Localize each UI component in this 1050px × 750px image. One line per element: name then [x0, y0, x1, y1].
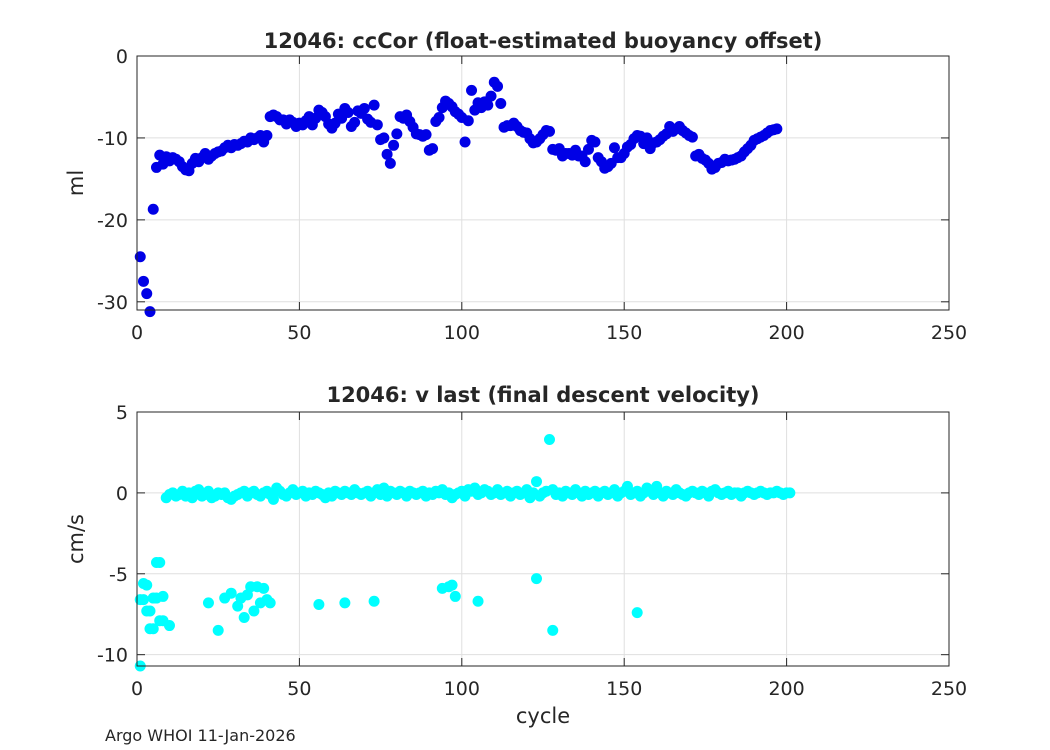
- data-point: [589, 136, 601, 148]
- data-point: [631, 607, 643, 619]
- data-point: [141, 288, 153, 300]
- data-point: [313, 599, 325, 611]
- data-point: [608, 142, 620, 154]
- x-tick-label: 0: [131, 322, 143, 344]
- y-tick-label: -5: [109, 564, 128, 586]
- data-point: [472, 595, 484, 607]
- data-point: [449, 590, 461, 602]
- data-point: [531, 476, 543, 488]
- x-tick-label: 0: [131, 678, 143, 700]
- x-tick-label: 250: [931, 678, 967, 700]
- data-point: [427, 143, 439, 155]
- data-point: [784, 487, 796, 499]
- y-tick-label: -10: [97, 128, 128, 150]
- axes-box: [136, 55, 950, 311]
- data-point: [163, 620, 175, 632]
- data-point: [137, 577, 149, 589]
- data-point: [147, 203, 159, 215]
- x-tick-label: 50: [287, 322, 311, 344]
- footer-credit: Argo WHOI 11-Jan-2026: [105, 726, 296, 745]
- data-point: [771, 123, 783, 135]
- data-point: [147, 592, 159, 604]
- data-point: [686, 131, 698, 143]
- data-point: [358, 102, 370, 114]
- y-axis-label: cm/s: [64, 514, 88, 564]
- data-point: [238, 611, 250, 623]
- data-point: [368, 99, 380, 111]
- data-point: [137, 275, 149, 287]
- data-point: [342, 107, 354, 119]
- x-tick-label: 150: [606, 322, 642, 344]
- data-point: [378, 132, 390, 144]
- data-point: [339, 597, 351, 609]
- x-tick-label: 200: [768, 678, 804, 700]
- x-tick-label: 250: [931, 322, 967, 344]
- data-point: [368, 595, 380, 607]
- x-tick-label: 50: [287, 678, 311, 700]
- data-point: [267, 493, 279, 505]
- data-point: [212, 624, 224, 636]
- data-point: [485, 90, 497, 102]
- data-point: [579, 156, 591, 168]
- data-point: [264, 597, 276, 609]
- data-point: [547, 624, 559, 636]
- chart-title: 12046: ccCor (float-estimated buoyancy o…: [264, 29, 823, 53]
- data-point: [531, 573, 543, 585]
- data-point: [492, 80, 504, 92]
- data-point: [144, 623, 156, 635]
- y-tick-label: -30: [97, 292, 128, 314]
- data-point: [349, 116, 361, 128]
- axes-box: [136, 411, 950, 667]
- data-point: [462, 115, 474, 127]
- x-tick-label: 100: [444, 322, 480, 344]
- ticks: 0 50 100 150 200 250 -30 -20 -10 0: [97, 46, 967, 344]
- y-tick-label: 0: [116, 46, 128, 68]
- data-point: [388, 139, 400, 151]
- y-axis-label: ml: [64, 170, 88, 196]
- data-point: [261, 129, 273, 141]
- data-point: [495, 98, 507, 110]
- data-point: [459, 136, 471, 148]
- data-point: [157, 590, 169, 602]
- data-points: [134, 76, 783, 318]
- data-point: [391, 128, 403, 140]
- chart-title: 12046: v last (final descent velocity): [326, 383, 759, 407]
- data-point: [381, 148, 393, 160]
- data-point: [225, 587, 237, 599]
- y-tick-label: -20: [97, 210, 128, 232]
- data-point: [420, 129, 432, 141]
- data-point: [371, 119, 383, 131]
- data-point: [134, 251, 146, 263]
- data-point: [154, 615, 166, 627]
- data-point: [446, 579, 458, 591]
- data-points: [134, 434, 796, 672]
- data-point: [582, 143, 594, 155]
- plot-area: [137, 412, 949, 666]
- plot-area: [137, 56, 949, 310]
- x-tick-label: 100: [444, 678, 480, 700]
- data-point: [248, 605, 260, 617]
- data-point: [144, 306, 156, 318]
- data-point: [384, 157, 396, 169]
- y-tick-label: 0: [116, 483, 128, 505]
- data-point: [202, 597, 214, 609]
- data-point: [466, 84, 478, 96]
- data-point: [258, 582, 270, 594]
- chart-ccCor: 0 50 100 150 200 250 -30 -20 -10 0 12046: ccCor (…: [64, 29, 967, 344]
- y-tick-label: 5: [116, 402, 128, 424]
- y-tick-label: -10: [97, 645, 128, 667]
- data-point: [433, 111, 445, 123]
- data-point: [543, 125, 555, 137]
- x-tick-label: 150: [606, 678, 642, 700]
- data-point: [134, 594, 146, 606]
- data-point: [543, 434, 555, 446]
- x-axis-label: cycle: [516, 704, 570, 728]
- data-point: [482, 99, 494, 111]
- ticks: 0 50 100 150 200 250 -10 -5 0 5: [97, 402, 967, 700]
- chart-v-last: 0 50 100 150 200 250 -10 -5 0 5 12046: v last (fi…: [64, 383, 967, 728]
- x-tick-label: 200: [768, 322, 804, 344]
- data-point: [141, 605, 153, 617]
- data-point: [150, 556, 162, 568]
